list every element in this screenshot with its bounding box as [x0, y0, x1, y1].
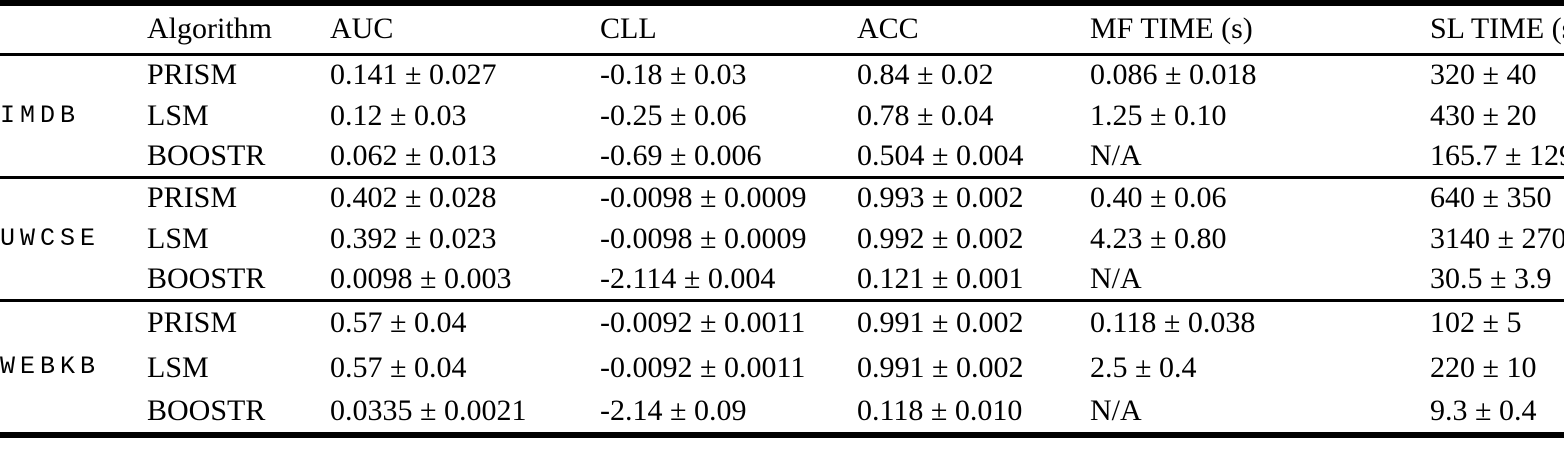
- results-table: Algorithm AUC CLL ACC MF TIME (s) SL TIM…: [0, 0, 1564, 438]
- algorithm-cell: PRISM: [147, 181, 238, 215]
- dataset-label: UWCSE: [0, 224, 101, 253]
- acc-cell: 0.121 ± 0.001: [857, 261, 1024, 295]
- acc-cell: 0.992 ± 0.002: [857, 221, 1024, 255]
- cll-cell: -0.0098 ± 0.0009: [600, 221, 807, 255]
- col-header-algorithm: Algorithm: [147, 12, 272, 46]
- cll-cell: -2.14 ± 0.09: [600, 394, 747, 427]
- cll-cell: -0.18 ± 0.03: [600, 58, 747, 92]
- dataset-group-uwcse: UWCSE PRISM 0.402 ± 0.028 -0.0098 ± 0.00…: [0, 177, 1564, 300]
- sl-time-cell: 30.5 ± 3.9: [1430, 261, 1552, 295]
- table-row: UWCSE PRISM 0.402 ± 0.028 -0.0098 ± 0.00…: [0, 177, 1564, 253]
- algorithm-cell: LSM: [147, 350, 209, 384]
- cll-cell: -0.0092 ± 0.0011: [600, 306, 806, 340]
- auc-cell: 0.12 ± 0.03: [330, 98, 467, 132]
- mf-time-cell: 4.23 ± 0.80: [1090, 221, 1227, 255]
- table-row: LSM 0.392 ± 0.023 -0.0098 ± 0.0009 0.992…: [0, 218, 1564, 259]
- mf-time-cell: 1.25 ± 0.10: [1090, 98, 1227, 132]
- dataset-group-imdb: IMDB PRISM 0.141 ± 0.027 -0.18 ± 0.03 0.…: [0, 54, 1564, 177]
- algorithm-cell: PRISM: [147, 306, 238, 340]
- sl-time-cell: 165.7 ± 129: [1430, 138, 1564, 172]
- col-header-auc: AUC: [330, 12, 394, 46]
- table-row: LSM 0.57 ± 0.04 -0.0092 ± 0.0011 0.991 ±…: [0, 345, 1564, 390]
- col-header-mf-time: MF TIME (s): [1090, 12, 1253, 46]
- cll-cell: -0.0092 ± 0.0011: [600, 350, 806, 384]
- sl-time-cell: 220 ± 10: [1430, 350, 1537, 384]
- col-header-acc: ACC: [857, 12, 919, 46]
- acc-cell: 0.78 ± 0.04: [857, 98, 994, 132]
- header-row: Algorithm AUC CLL ACC MF TIME (s) SL TIM…: [0, 3, 1564, 54]
- cll-cell: -0.0098 ± 0.0009: [600, 181, 807, 215]
- algorithm-cell: BOOSTR: [147, 394, 266, 427]
- mf-time-cell: N/A: [1090, 394, 1142, 427]
- algorithm-cell: LSM: [147, 221, 209, 255]
- auc-cell: 0.57 ± 0.04: [330, 350, 467, 384]
- algorithm-cell: BOOSTR: [147, 261, 266, 295]
- sl-time-cell: 640 ± 350: [1430, 181, 1552, 215]
- auc-cell: 0.141 ± 0.027: [330, 58, 497, 92]
- acc-cell: 0.84 ± 0.02: [857, 58, 994, 92]
- acc-cell: 0.991 ± 0.002: [857, 350, 1024, 384]
- algorithm-cell: LSM: [147, 98, 209, 132]
- col-header-sl-time: SL TIME (s): [1430, 12, 1564, 46]
- cll-cell: -0.69 ± 0.006: [600, 138, 762, 172]
- algorithm-cell: PRISM: [147, 58, 238, 92]
- mf-time-cell: 0.086 ± 0.018: [1090, 58, 1257, 92]
- cll-cell: -2.114 ± 0.004: [600, 261, 776, 295]
- auc-cell: 0.0335 ± 0.0021: [330, 394, 527, 427]
- sl-time-cell: 3140 ± 270: [1430, 221, 1564, 255]
- algorithm-cell: BOOSTR: [147, 138, 266, 172]
- table-row: BOOSTR 0.062 ± 0.013 -0.69 ± 0.006 0.504…: [0, 136, 1564, 177]
- acc-cell: 0.118 ± 0.010: [857, 394, 1023, 427]
- table-row: BOOSTR 0.0335 ± 0.0021 -2.14 ± 0.09 0.11…: [0, 390, 1564, 435]
- mf-time-cell: N/A: [1090, 261, 1142, 295]
- acc-cell: 0.993 ± 0.002: [857, 181, 1024, 215]
- table-header: Algorithm AUC CLL ACC MF TIME (s) SL TIM…: [0, 3, 1564, 54]
- mf-time-cell: 2.5 ± 0.4: [1090, 350, 1197, 384]
- table-row: BOOSTR 0.0098 ± 0.003 -2.114 ± 0.004 0.1…: [0, 259, 1564, 300]
- sl-time-cell: 102 ± 5: [1430, 306, 1522, 340]
- auc-cell: 0.57 ± 0.04: [330, 306, 467, 340]
- mf-time-cell: 0.118 ± 0.038: [1090, 306, 1256, 340]
- sl-time-cell: 430 ± 20: [1430, 98, 1537, 132]
- auc-cell: 0.062 ± 0.013: [330, 138, 497, 172]
- table-row: LSM 0.12 ± 0.03 -0.25 ± 0.06 0.78 ± 0.04…: [0, 95, 1564, 136]
- acc-cell: 0.504 ± 0.004: [857, 138, 1024, 172]
- acc-cell: 0.991 ± 0.002: [857, 306, 1024, 340]
- auc-cell: 0.392 ± 0.023: [330, 221, 497, 255]
- sl-time-cell: 320 ± 40: [1430, 58, 1537, 92]
- cll-cell: -0.25 ± 0.06: [600, 98, 747, 132]
- mf-time-cell: 0.40 ± 0.06: [1090, 181, 1227, 215]
- mf-time-cell: N/A: [1090, 138, 1142, 172]
- auc-cell: 0.402 ± 0.028: [330, 181, 497, 215]
- sl-time-cell: 9.3 ± 0.4: [1430, 394, 1537, 427]
- table-row: IMDB PRISM 0.141 ± 0.027 -0.18 ± 0.03 0.…: [0, 54, 1564, 130]
- col-header-cll: CLL: [600, 12, 657, 46]
- dataset-label: IMDB: [0, 101, 81, 130]
- table-row: WEBKB PRISM 0.57 ± 0.04 -0.0092 ± 0.0011…: [0, 300, 1564, 381]
- auc-cell: 0.0098 ± 0.003: [330, 261, 512, 295]
- col-header-dataset: [0, 3, 147, 54]
- dataset-label: WEBKB: [0, 352, 101, 382]
- dataset-group-webkb: WEBKB PRISM 0.57 ± 0.04 -0.0092 ± 0.0011…: [0, 300, 1564, 435]
